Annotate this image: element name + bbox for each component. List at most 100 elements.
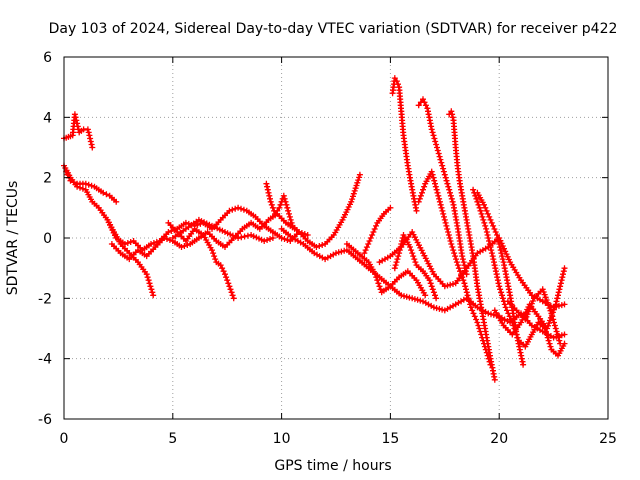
plus-marker: [426, 277, 433, 284]
y-tick-label: -4: [38, 352, 52, 368]
plus-marker: [484, 232, 491, 238]
plus-marker: [447, 189, 453, 196]
plus-marker: [441, 171, 448, 178]
plus-marker: [354, 179, 361, 186]
plus-marker: [432, 292, 438, 299]
plus-marker: [429, 129, 436, 136]
plus-marker: [394, 256, 401, 263]
plus-marker: [488, 219, 495, 226]
plus-marker: [350, 190, 357, 197]
plus-marker: [145, 277, 152, 284]
plus-marker: [503, 251, 510, 258]
plus-marker: [444, 282, 451, 289]
plus-marker: [409, 250, 416, 257]
plus-marker: [558, 277, 565, 284]
plus-marker: [490, 256, 497, 263]
plus-marker: [461, 280, 468, 287]
plus-marker: [276, 204, 283, 211]
plus-marker: [352, 185, 359, 192]
plus-marker: [486, 213, 493, 220]
plus-marker: [546, 340, 553, 347]
plus-marker: [545, 322, 551, 329]
plus-marker: [149, 289, 156, 296]
series-line: [476, 191, 525, 366]
plus-marker: [556, 302, 562, 309]
plus-marker: [411, 256, 418, 263]
plus-marker: [338, 248, 345, 255]
plus-marker: [498, 289, 505, 296]
y-tick-label: -2: [38, 291, 52, 307]
plus-marker: [449, 111, 456, 118]
plus-marker: [552, 325, 559, 332]
plus-marker: [230, 295, 237, 302]
plus-marker: [463, 271, 470, 278]
plus-marker: [476, 325, 483, 332]
plus-marker: [433, 141, 440, 148]
plus-marker: [124, 240, 131, 246]
plus-marker: [488, 361, 495, 368]
plus-marker: [244, 232, 251, 239]
plus-marker: [559, 274, 566, 281]
plus-marker: [491, 376, 498, 383]
plus-marker: [492, 229, 499, 235]
plus-marker: [432, 138, 439, 145]
plus-marker: [543, 331, 550, 338]
plus-marker: [547, 307, 554, 314]
plus-marker: [351, 187, 358, 194]
plus-marker: [450, 247, 457, 254]
plus-marker: [425, 111, 432, 118]
plus-marker: [225, 280, 232, 287]
plus-marker: [491, 226, 498, 232]
plus-marker: [441, 283, 448, 290]
plus-marker: [430, 304, 437, 311]
plus-marker: [547, 317, 553, 324]
plus-marker: [494, 235, 501, 241]
plus-marker: [504, 253, 511, 260]
plus-marker: [410, 253, 417, 260]
plus-marker: [161, 235, 168, 241]
plus-marker: [264, 186, 271, 193]
plus-marker: [483, 229, 490, 235]
plus-marker: [335, 249, 342, 256]
plus-marker: [433, 295, 440, 302]
plus-marker: [434, 147, 441, 154]
plus-marker: [121, 241, 128, 247]
plus-marker: [238, 205, 244, 212]
plus-marker: [436, 198, 443, 205]
plus-marker: [478, 210, 485, 217]
plus-marker: [267, 236, 273, 242]
plus-marker: [430, 289, 437, 296]
plus-marker: [147, 283, 154, 290]
y-tick-label: 2: [43, 171, 52, 187]
plus-marker: [406, 294, 413, 301]
plus-marker: [235, 235, 242, 241]
plus-marker: [561, 301, 568, 308]
plus-marker: [261, 238, 268, 244]
plus-marker: [398, 292, 405, 299]
plus-marker: [458, 271, 465, 278]
plus-marker: [445, 229, 452, 235]
plus-marker: [494, 232, 500, 238]
plus-marker: [267, 195, 273, 202]
plus-marker: [393, 78, 400, 85]
plus-marker: [460, 277, 467, 284]
plus-marker: [465, 295, 472, 302]
plus-marker: [376, 283, 383, 290]
plus-marker: [442, 219, 449, 226]
x-tick-label: 10: [273, 431, 291, 447]
plus-marker: [529, 298, 536, 304]
plus-marker: [356, 171, 363, 178]
plus-marker: [240, 206, 247, 213]
plus-marker: [490, 222, 497, 229]
plus-marker: [396, 247, 403, 254]
plus-marker: [428, 126, 435, 133]
plus-marker: [304, 232, 311, 238]
plus-marker: [411, 296, 418, 303]
plus-marker: [413, 207, 420, 214]
plus-marker: [265, 189, 272, 196]
plus-marker: [543, 297, 550, 303]
plus-marker: [417, 192, 424, 199]
plus-marker: [285, 207, 292, 214]
series-track-17: [446, 108, 498, 383]
plus-marker: [143, 271, 150, 278]
